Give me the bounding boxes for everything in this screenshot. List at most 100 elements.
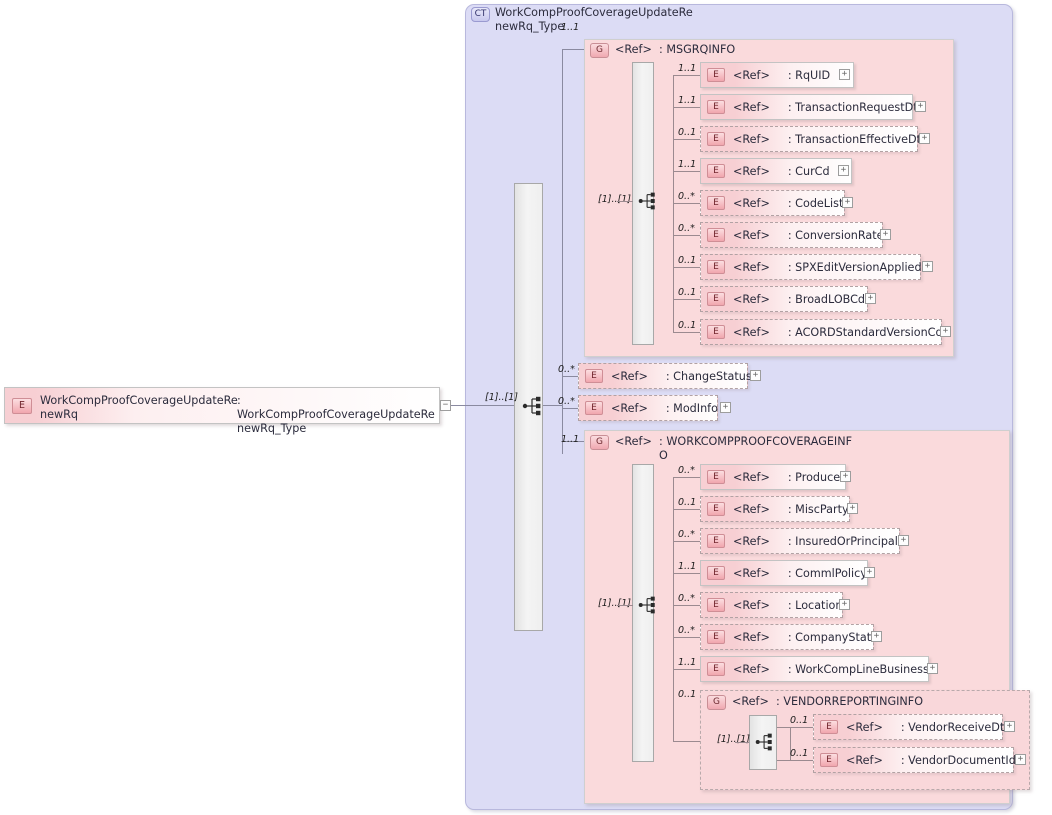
element-badge-icon: E	[707, 325, 725, 339]
branch-line	[673, 107, 700, 108]
element-ref: <Ref>	[733, 164, 770, 178]
expand-toggle[interactable]: +	[922, 261, 933, 272]
expand-toggle[interactable]: +	[940, 326, 951, 337]
connector-root-to-sequence	[451, 405, 515, 406]
element-transactioneffectivedt[interactable]: E <Ref> : TransactionEffectiveDt	[700, 126, 921, 152]
element-name: : ACORDStandardVersionCd	[787, 325, 943, 339]
element-badge-icon: E	[585, 401, 603, 415]
element-codelist[interactable]: E <Ref> : CodeList	[700, 190, 845, 216]
expand-toggle[interactable]: +	[839, 69, 850, 80]
expand-toggle[interactable]: +	[840, 471, 851, 482]
branch-line	[673, 573, 700, 574]
element-producer[interactable]: E <Ref> : Producer	[700, 464, 846, 490]
element-modinfo[interactable]: E <Ref> : ModInfo	[578, 395, 718, 421]
element-name: : InsuredOrPrincipal	[787, 534, 898, 548]
sequence-spine-upper	[562, 49, 563, 407]
element-badge-icon: E	[707, 100, 725, 114]
expand-toggle[interactable]: +	[871, 631, 882, 642]
expand-toggle[interactable]: +	[927, 663, 938, 674]
wc-spine-lower	[673, 605, 674, 741]
branch-line	[673, 139, 700, 140]
expand-toggle[interactable]: +	[839, 599, 850, 610]
group-badge-icon: G	[707, 695, 726, 710]
branch-line	[673, 299, 700, 300]
sequence-compositor-icon	[638, 192, 655, 210]
expand-toggle[interactable]: +	[864, 567, 875, 578]
element-acordstandardversioncd[interactable]: E <Ref> : ACORDStandardVersionCd	[700, 319, 943, 345]
element-badge-icon: E	[707, 164, 725, 178]
element-badge-icon: E	[585, 369, 603, 383]
element-conversionrate[interactable]: E <Ref> : ConversionRate	[700, 222, 884, 248]
element-badge-icon: E	[707, 292, 725, 306]
workcompproofcoverageinfo-sequence-cardinality: [1]..[1]	[598, 598, 631, 609]
element-ref: <Ref>	[733, 534, 770, 548]
element-changestatus[interactable]: E <Ref> : ChangeStatus	[578, 363, 752, 389]
element-badge-icon: E	[707, 68, 725, 82]
element-transactionrequestdt[interactable]: E <Ref> : TransactionRequestDt	[700, 94, 918, 120]
vendor-spine-upper	[790, 727, 791, 742]
element-insuredorprincipal[interactable]: E <Ref> : InsuredOrPrincipal	[700, 528, 900, 554]
child-cardinality: 0..*	[678, 191, 695, 202]
element-ref: <Ref>	[733, 502, 770, 516]
element-vendordocumentid[interactable]: E <Ref> : VendorDocumentId	[813, 747, 1016, 773]
element-ref: <Ref>	[733, 292, 770, 306]
element-ref: <Ref>	[846, 753, 883, 767]
element-name: : VendorReceiveDt	[900, 720, 1005, 734]
element-name: : ConversionRate	[787, 228, 884, 242]
expand-toggle[interactable]: +	[898, 535, 909, 546]
root-element-box[interactable]: E WorkCompProofCoverageUpdateRe newRq : …	[4, 387, 440, 435]
expand-toggle[interactable]: +	[1015, 754, 1026, 765]
element-vendorreceivedt[interactable]: E <Ref> : VendorReceiveDt	[813, 714, 1005, 740]
element-commlpolicy[interactable]: E <Ref> : CommlPolicy	[700, 560, 868, 586]
expand-toggle[interactable]: +	[750, 370, 761, 381]
expand-toggle[interactable]: +	[865, 293, 876, 304]
expand-toggle[interactable]: +	[915, 101, 926, 112]
branch-to-msgrqinfo	[562, 49, 584, 50]
branch-line	[673, 477, 700, 478]
sequence-spine-lower	[562, 405, 563, 454]
child-cardinality: 0..1	[678, 127, 697, 138]
element-curcd[interactable]: E <Ref> : CurCd	[700, 158, 852, 184]
wc-sequence-stub	[617, 605, 633, 606]
child-cardinality: 0..*	[558, 364, 575, 375]
root-collapse-toggle[interactable]: −	[440, 400, 451, 411]
sequence-stub	[543, 405, 563, 406]
element-name: : SPXEditVersionApplied	[787, 260, 922, 274]
branch-line	[777, 760, 813, 761]
msgrqinfo-spine-lower	[673, 201, 674, 332]
group-msgrqinfo-cardinality: 1..1	[561, 22, 580, 33]
msgrqinfo-sequence-cardinality: [1]..[1]	[598, 194, 631, 205]
branch-line	[673, 669, 700, 670]
element-spxeditversionapplied[interactable]: E <Ref> : SPXEditVersionApplied	[700, 254, 922, 280]
element-rquid[interactable]: E <Ref> : RqUID	[700, 62, 854, 88]
expand-toggle[interactable]: +	[1004, 721, 1015, 732]
element-badge-icon: E	[707, 566, 725, 580]
element-workcomplinebusiness[interactable]: E <Ref> : WorkCompLineBusiness	[700, 656, 929, 682]
element-ref: <Ref>	[733, 566, 770, 580]
element-badge-icon: E	[12, 398, 32, 414]
branch-line	[673, 541, 700, 542]
group-workcompproofcoverageinfo-ref: <Ref>	[615, 435, 652, 448]
child-cardinality: 0..*	[558, 396, 575, 407]
group-msgrqinfo-name: : MSGRQINFO	[659, 43, 736, 56]
element-name: : CompanyState	[787, 630, 879, 644]
expand-toggle[interactable]: +	[919, 133, 930, 144]
element-companystate[interactable]: E <Ref> : CompanyState	[700, 624, 878, 650]
element-name: : TransactionRequestDt	[787, 100, 918, 114]
element-broadlobcd[interactable]: E <Ref> : BroadLOBCd	[700, 286, 868, 312]
element-name: : CodeList	[787, 196, 844, 210]
sequence-compositor-icon	[755, 733, 772, 751]
expand-toggle[interactable]: +	[838, 165, 849, 176]
expand-toggle[interactable]: +	[842, 197, 853, 208]
expand-toggle[interactable]: +	[880, 229, 891, 240]
element-miscparty[interactable]: E <Ref> : MiscParty	[700, 496, 850, 522]
element-ref: <Ref>	[733, 598, 770, 612]
root-element-type: : WorkCompProofCoverageUpdateRe newRq_Ty…	[237, 394, 435, 435]
expand-toggle[interactable]: +	[847, 503, 858, 514]
expand-toggle[interactable]: +	[720, 402, 731, 413]
element-badge-icon: E	[707, 470, 725, 484]
element-location[interactable]: E <Ref> : Location	[700, 592, 843, 618]
group-vendorreportinginfo-cardinality: 0..1	[678, 689, 697, 700]
branch-line	[777, 727, 813, 728]
